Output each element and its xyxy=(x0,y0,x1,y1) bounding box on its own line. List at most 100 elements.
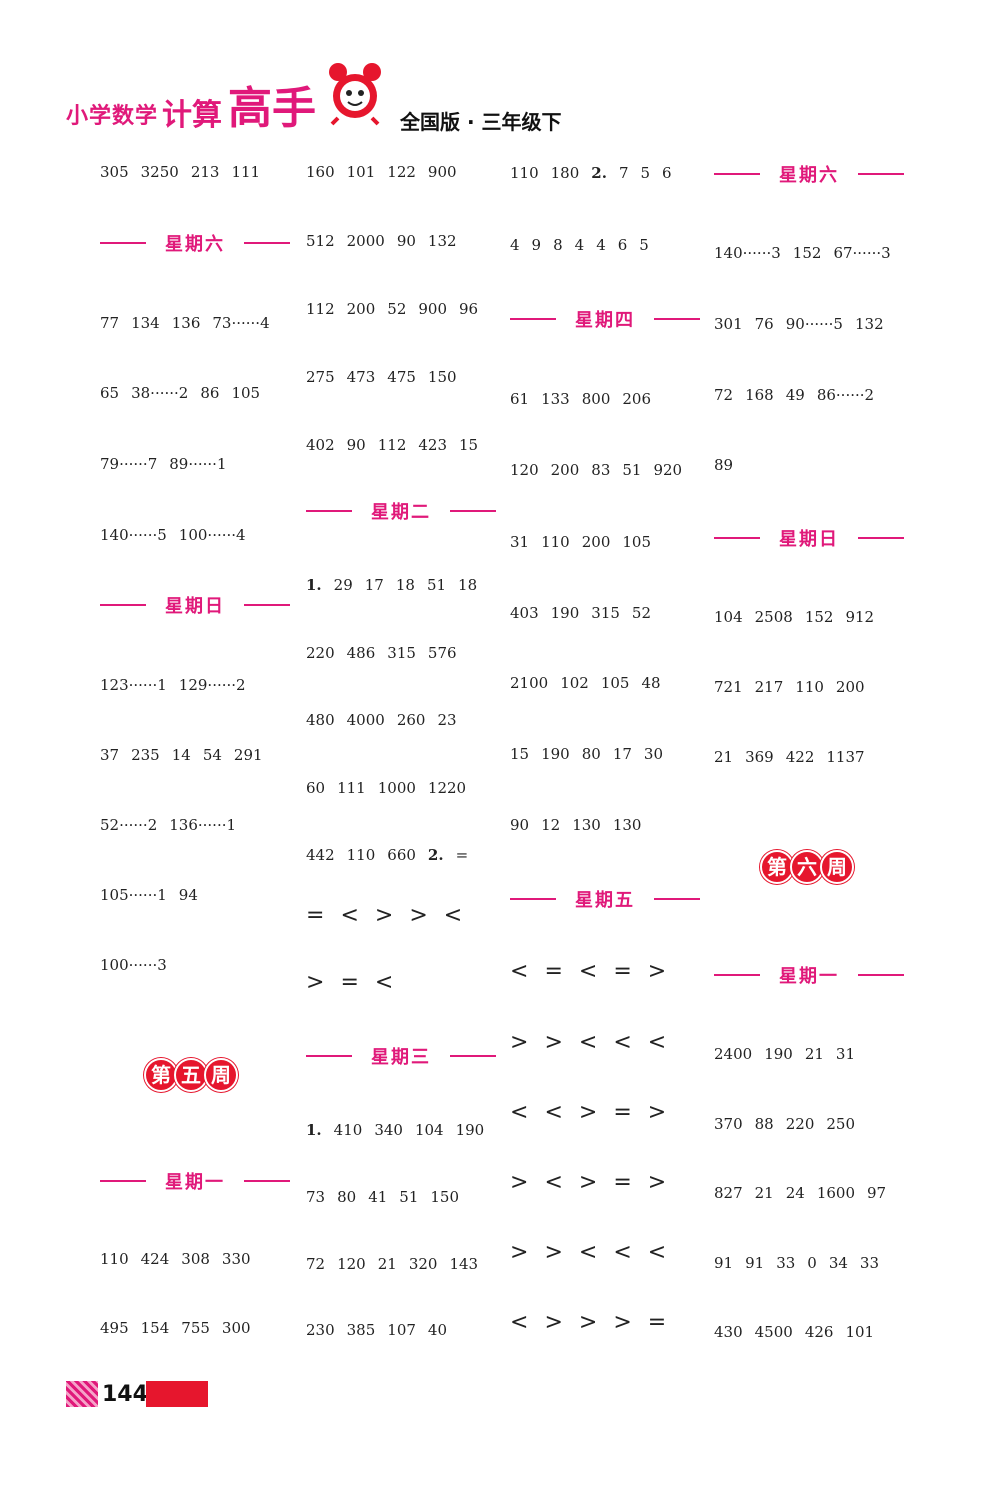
answer-value: 105 xyxy=(231,384,261,402)
answer-value: 52······2 xyxy=(100,816,158,834)
answer-value: 1. xyxy=(306,576,322,594)
answer-row: 112 200 52 900 96 xyxy=(306,299,490,319)
answer-value: < xyxy=(578,1240,598,1265)
answer-value: 495 xyxy=(100,1319,129,1337)
answer-value: 40 xyxy=(427,1321,448,1339)
answer-value: 132 xyxy=(854,315,884,333)
answer-value: 100······4 xyxy=(178,526,246,544)
answer-value: 110 xyxy=(541,533,570,551)
answer-row: 430 4500 426 101 xyxy=(714,1322,886,1342)
week-badge-char: 第 xyxy=(144,1058,178,1092)
day-label: 星期一 xyxy=(165,1172,225,1193)
answer-row: 301 76 90······5 132 xyxy=(714,314,896,334)
answer-value: 23 xyxy=(437,711,457,729)
answer-row: 230 385 107 40 xyxy=(306,1320,459,1340)
week-badge-char: 周 xyxy=(820,850,854,884)
answer-row: 73 80 41 51 150 xyxy=(306,1187,471,1207)
answer-value: 260 xyxy=(396,711,426,729)
answer-value: 6 xyxy=(662,164,672,182)
answer-value: < xyxy=(510,1100,529,1125)
answer-value: 90 xyxy=(396,232,416,250)
answer-row: 442 110 660 2. = xyxy=(306,845,480,865)
answer-value: 52 xyxy=(631,604,652,622)
day-label: 星期三 xyxy=(371,1047,431,1068)
day-label: 星期一 xyxy=(779,966,839,987)
heading-rule-right xyxy=(244,604,290,606)
heading-rule-right xyxy=(858,974,904,976)
answer-row: 72 120 21 320 143 xyxy=(306,1254,490,1274)
answer-value: 120 xyxy=(337,1255,366,1273)
answer-value: < xyxy=(510,1310,529,1335)
answer-value: 14 xyxy=(171,746,191,764)
answer-value: 827 xyxy=(714,1184,743,1202)
answer-row: 90 12 130 130 xyxy=(510,815,653,835)
answer-value: 1000 xyxy=(377,779,416,797)
answer-value: 305 xyxy=(100,163,129,181)
answer-value: = xyxy=(613,959,632,984)
answer-value: 1220 xyxy=(427,779,467,797)
answer-value: > xyxy=(544,1030,563,1055)
answer-value: 442 xyxy=(306,846,335,864)
comparison-answer-row: > > < < < xyxy=(510,1240,682,1265)
day-heading: 星期五 xyxy=(510,886,700,911)
answer-value: 52 xyxy=(387,300,407,318)
answer-value: < xyxy=(544,1100,563,1125)
answer-value: 30 xyxy=(643,745,664,763)
answer-value: 660 xyxy=(387,846,416,864)
answer-value: 72 xyxy=(714,386,734,404)
answer-row: 91 91 33 0 34 33 xyxy=(714,1253,891,1273)
answer-value: 101 xyxy=(845,1323,875,1341)
answer-value: 37 xyxy=(100,746,120,764)
answer-value: 21 xyxy=(754,1184,774,1202)
answer-value: 72 xyxy=(306,1255,326,1273)
answer-row: 110 180 2. 7 5 6 xyxy=(510,163,684,183)
page-header: 小学数学 计算 高手 全国版 · 三年级下 xyxy=(66,60,626,140)
answer-value: 90······5 xyxy=(785,315,843,333)
answer-value: 112 xyxy=(306,300,335,318)
answer-value: 403 xyxy=(510,604,539,622)
answer-row: 79······7 89······1 xyxy=(100,454,239,474)
answer-value: < xyxy=(510,959,529,984)
heading-rule-left xyxy=(510,318,556,320)
week-badge-char: 五 xyxy=(174,1058,208,1092)
heading-rule-left xyxy=(714,173,760,175)
answer-value: 200 xyxy=(346,300,376,318)
day-label: 星期二 xyxy=(371,502,431,523)
heading-rule-right xyxy=(654,898,700,900)
answer-value: 486 xyxy=(346,644,376,662)
answer-value: 410 xyxy=(333,1121,363,1139)
answer-row: 120 200 83 51 920 xyxy=(510,460,694,480)
answer-value: < xyxy=(340,903,359,928)
answer-value: 340 xyxy=(374,1121,403,1139)
answer-value: 200 xyxy=(835,678,865,696)
answer-value: 423 xyxy=(418,436,448,454)
answer-value: 235 xyxy=(131,746,160,764)
day-heading: 星期一 xyxy=(100,1168,290,1193)
answer-value: 51 xyxy=(399,1188,419,1206)
day-heading: 星期四 xyxy=(510,306,700,331)
heading-rule-right xyxy=(654,318,700,320)
answer-value: 300 xyxy=(221,1319,251,1337)
answer-value: 168 xyxy=(745,386,774,404)
answer-value: = xyxy=(306,903,325,928)
heading-rule-right xyxy=(450,1055,496,1057)
answer-value: 21 xyxy=(377,1255,397,1273)
answer-value: 291 xyxy=(233,746,263,764)
answer-column-3: 110 180 2. 7 5 6 4 9 8 4 4 6 5 星期四 61 133 800 206 120 200 83… xyxy=(510,0,710,1380)
week-badge-char: 周 xyxy=(204,1058,238,1092)
answer-value: 51 xyxy=(426,576,447,594)
answer-row: 370 88 220 250 xyxy=(714,1114,867,1134)
answer-value: 15 xyxy=(459,436,479,454)
answer-value: > xyxy=(578,1170,598,1195)
answer-value: 4500 xyxy=(754,1323,793,1341)
answer-value: 250 xyxy=(826,1115,856,1133)
answer-value: 150 xyxy=(430,1188,460,1206)
answer-value: 9 xyxy=(531,236,542,254)
answer-value: 160 xyxy=(306,163,335,181)
answer-value: 49 xyxy=(785,386,805,404)
answer-value: 217 xyxy=(754,678,784,696)
answer-value: 61 xyxy=(510,390,530,408)
answer-value: 200 xyxy=(581,533,611,551)
answer-value: = xyxy=(340,970,359,995)
